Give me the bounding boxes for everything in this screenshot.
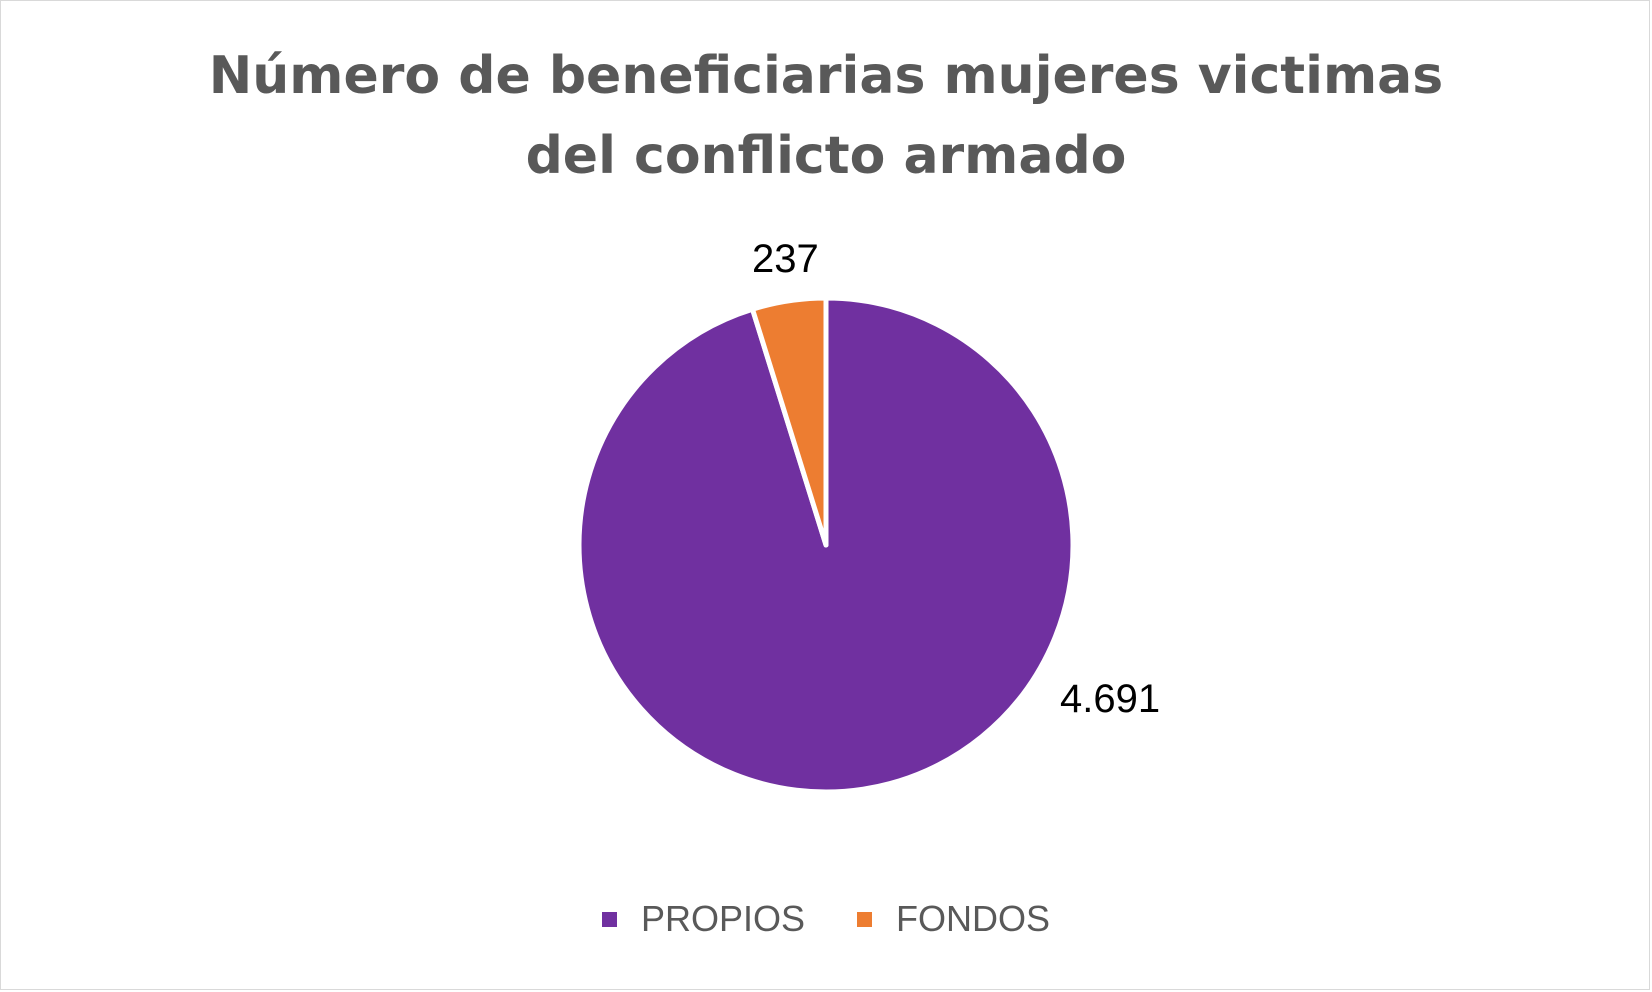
legend-swatch-propios — [601, 911, 617, 927]
chart-title-line-2: del conflicto armado — [525, 126, 1127, 186]
legend: PROPIOS FONDOS — [0, 898, 1652, 940]
legend-item-fondos: FONDOS — [857, 898, 1050, 940]
legend-item-propios: PROPIOS — [601, 898, 806, 940]
data-label-propios: 4.691 — [1060, 677, 1160, 721]
legend-label-propios: PROPIOS — [640, 898, 806, 939]
chart-title: Número de beneficiarias mujeres victimas… — [0, 36, 1652, 196]
pie-data-labels: 4.691 237 — [752, 237, 1160, 721]
legend-swatch-fondos — [857, 911, 873, 927]
legend-label-fondos: FONDOS — [896, 898, 1051, 939]
pie-slices — [576, 295, 1076, 795]
pie-slice-fondos — [749, 295, 829, 548]
data-label-fondos: 237 — [752, 237, 819, 281]
chart-title-line-1: Número de beneficiarias mujeres victimas — [208, 46, 1444, 106]
